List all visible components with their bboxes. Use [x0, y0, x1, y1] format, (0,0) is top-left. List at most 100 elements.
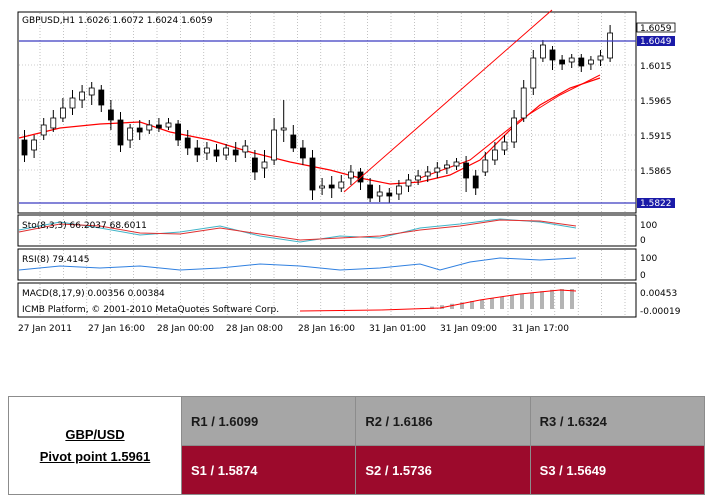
stochastic-window	[17, 214, 637, 247]
pair-cell: GBP/USD Pivot point 1.5961	[8, 396, 182, 495]
stoch-level-0: 0	[640, 236, 646, 246]
price-label: 1.6015	[640, 62, 672, 72]
candle-body	[232, 149, 239, 156]
candle-body	[405, 179, 412, 187]
candle-body	[453, 161, 460, 167]
copyright-label: ICMB Platform, © 2001-2010 MetaQuotes So…	[22, 305, 279, 315]
candle-body	[117, 119, 124, 146]
candle-body	[530, 57, 537, 89]
macd-histogram-bar	[530, 292, 534, 309]
candle-body	[549, 49, 556, 61]
trend-line-upper	[343, 9, 553, 193]
time-label: 28 Jan 16:00	[298, 324, 355, 334]
macd-signal-line	[299, 289, 577, 312]
candle-body	[213, 149, 220, 157]
candle-body	[319, 185, 326, 189]
price-tag-upper	[637, 36, 675, 46]
candle-body	[568, 57, 575, 63]
candle-body	[108, 109, 114, 121]
candle-body	[463, 162, 470, 179]
rsi-label: RSI(8) 79.4145	[22, 255, 89, 265]
candle-body	[98, 89, 105, 106]
candle-body	[386, 192, 393, 197]
macd-histogram-bar	[540, 291, 544, 309]
macd-level-bottom: -0.00019	[640, 307, 681, 317]
candle-body	[540, 44, 546, 59]
time-label: 28 Jan 00:00	[157, 324, 214, 334]
candle-body	[347, 171, 354, 179]
candle-body	[511, 117, 518, 143]
macd-histogram-bar	[520, 294, 524, 309]
candle-body	[203, 147, 210, 154]
candle-body	[367, 184, 374, 199]
candle-body	[299, 147, 306, 159]
candle-body	[559, 59, 565, 65]
price-label: 1.5965	[640, 97, 672, 107]
candle-body	[88, 87, 95, 96]
price-label-current: 1.6059	[640, 24, 672, 34]
candle-body	[194, 147, 201, 156]
pivot-table: GBP/USD Pivot point 1.5961 R1 / 1.6099 R…	[8, 396, 706, 495]
candle-body	[424, 171, 431, 177]
candle-body	[21, 139, 28, 156]
macd-level-top: 0.00453	[640, 289, 677, 299]
candle-body	[251, 157, 258, 173]
macd-histogram-bar	[460, 302, 464, 309]
time-label: 31 Jan 17:00	[512, 324, 569, 334]
candle-body	[328, 184, 335, 189]
candle-body	[415, 175, 422, 181]
candle-body	[261, 161, 268, 169]
chart-header: GBPUSD,H1 1.6026 1.6072 1.6024 1.6059	[22, 16, 213, 26]
pivot-point: Pivot point 1.5961	[39, 448, 151, 464]
trend-line-lower	[419, 74, 601, 179]
candle-body	[578, 57, 585, 67]
chart-canvas: 1.6059 1.6049 1.6015 1.5965 1.5915 1.586…	[17, 9, 681, 334]
candle-body	[434, 167, 441, 173]
stochastic-signal-line	[18, 219, 577, 241]
time-label: 27 Jan 16:00	[88, 324, 145, 334]
candle-body	[520, 87, 527, 119]
rsi-level-0: 0	[640, 271, 646, 281]
candle-body	[491, 149, 498, 161]
rsi-window	[17, 248, 637, 281]
time-label: 31 Jan 09:00	[440, 324, 497, 334]
candle-body	[242, 145, 249, 153]
resistance-r1: R1 / 1.6099	[180, 396, 357, 446]
candle-body	[280, 127, 287, 131]
candle-body	[376, 191, 383, 197]
resistance-r3: R3 / 1.6324	[529, 396, 706, 446]
candle-body	[79, 91, 85, 101]
candle-body	[127, 127, 133, 141]
candle-body	[175, 123, 182, 141]
candle-body	[501, 141, 508, 151]
macd-histogram-bar	[470, 301, 474, 309]
macd-histogram-bar	[500, 296, 504, 309]
candle-body	[395, 185, 402, 195]
price-label-upper-line: 1.6049	[640, 37, 672, 47]
support-s3: S3 / 1.5649	[529, 445, 706, 495]
candle-body	[482, 159, 489, 173]
candle-body	[290, 134, 297, 149]
rsi-line	[18, 257, 577, 271]
macd-histogram-bar	[490, 298, 494, 309]
candle-body	[472, 175, 479, 189]
price-label-lower-line: 1.5822	[640, 199, 672, 209]
time-axis: 27 Jan 2011 27 Jan 16:00 28 Jan 00:00 28…	[18, 324, 569, 334]
macd-histogram-bar	[570, 289, 574, 309]
candle-body	[607, 32, 613, 59]
price-chart: 1.6059 1.6049 1.6015 1.5965 1.5915 1.586…	[17, 9, 681, 334]
candle-body	[597, 55, 604, 61]
macd-histogram-bar	[550, 289, 554, 309]
price-label: 1.5915	[640, 132, 672, 142]
candle-body	[309, 157, 316, 191]
candle-body	[588, 59, 594, 65]
support-s1: S1 / 1.5874	[180, 445, 357, 495]
candle-body	[40, 124, 47, 136]
candle-body	[31, 139, 38, 151]
macd-histogram-bar	[560, 289, 564, 309]
time-label: 28 Jan 08:00	[226, 324, 283, 334]
time-label: 31 Jan 01:00	[369, 324, 426, 334]
time-label: 27 Jan 2011	[18, 324, 72, 334]
candle-body	[60, 107, 66, 119]
macd-histogram-bar	[510, 295, 514, 309]
